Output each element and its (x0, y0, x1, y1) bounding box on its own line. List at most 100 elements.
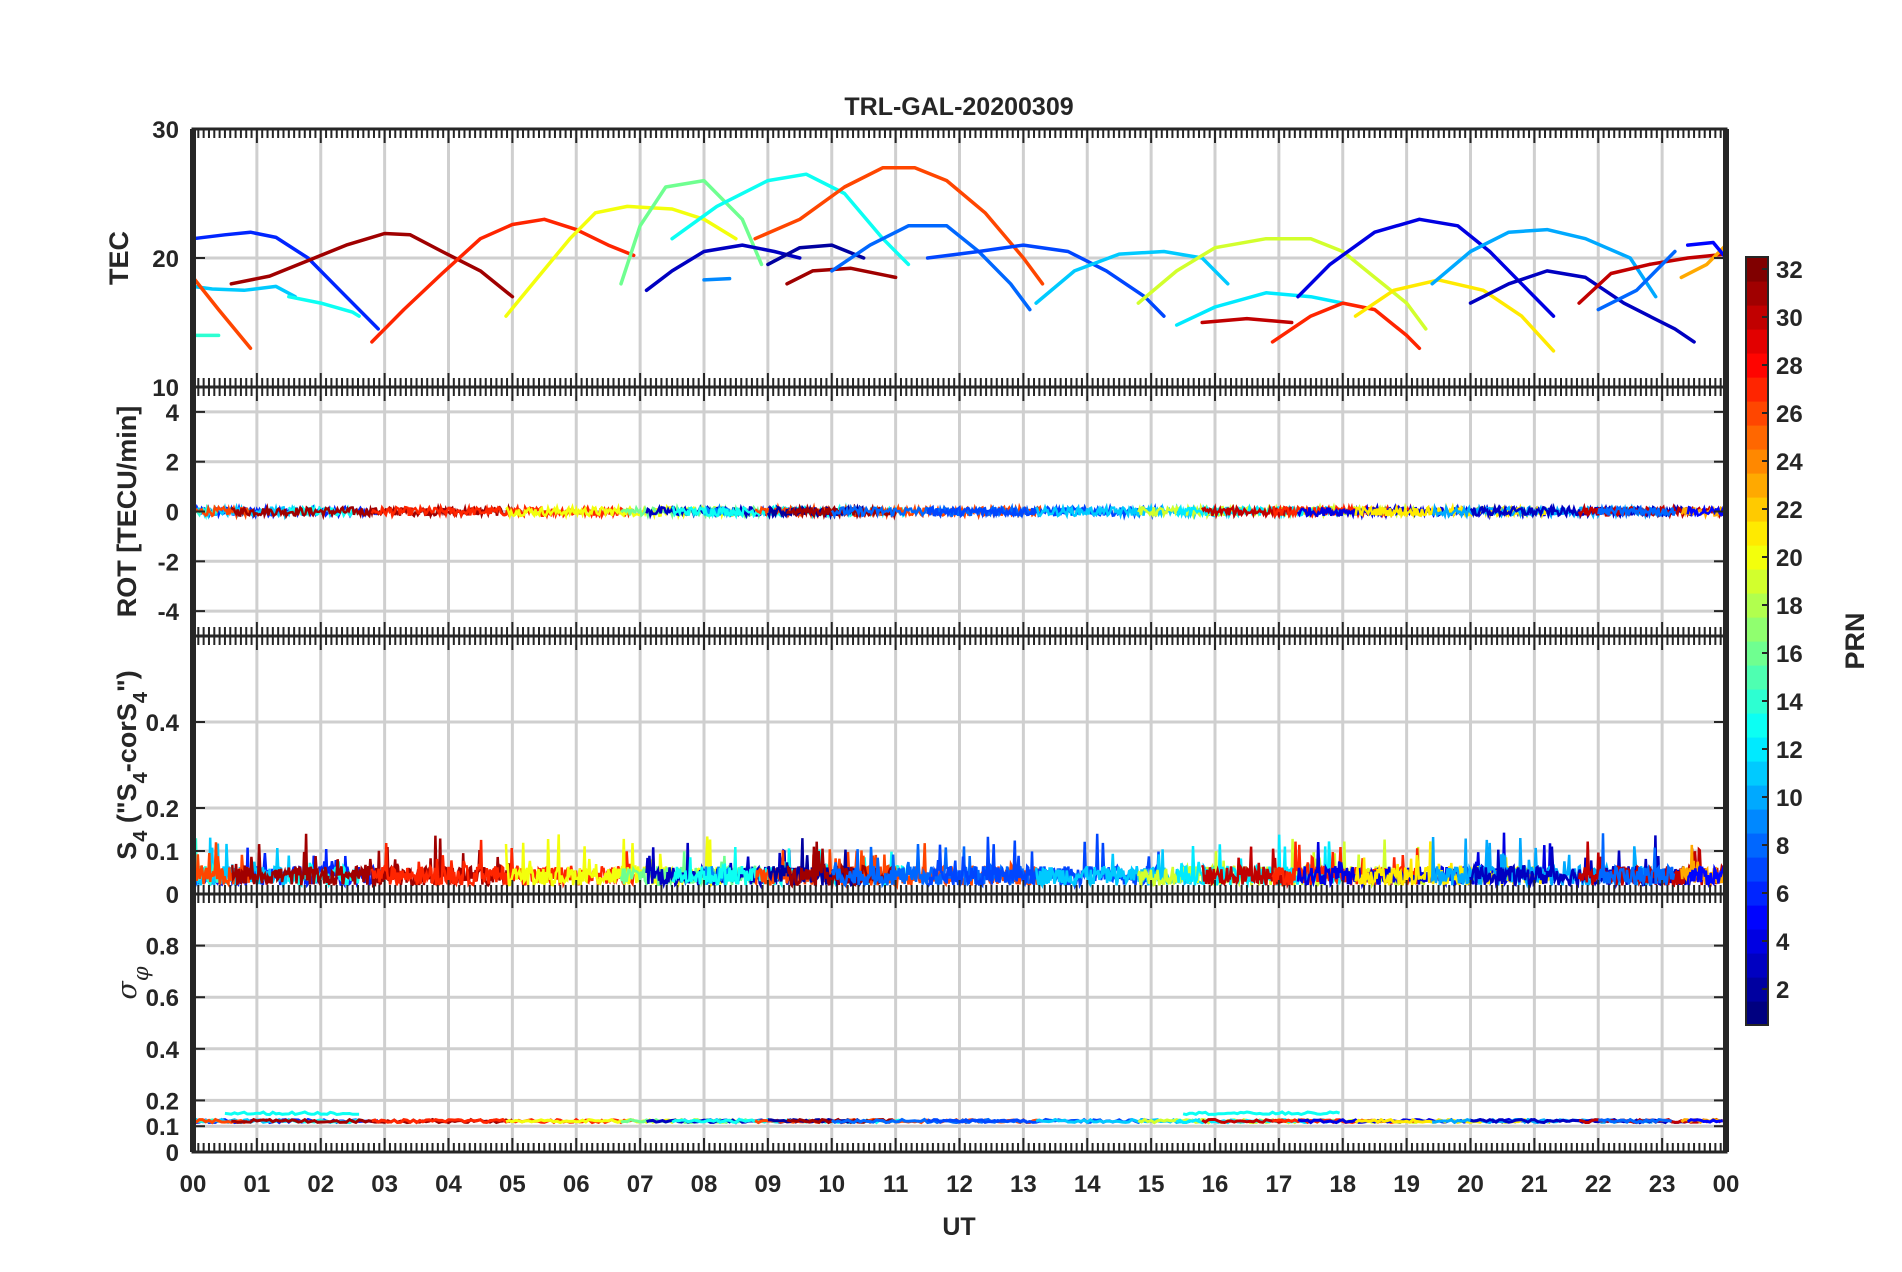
s4-series-prn-5 (1686, 863, 1727, 889)
colorbar-swatch (1746, 1001, 1768, 1026)
colorbar-tick-label: 8 (1776, 833, 1789, 860)
colorbar-swatch (1746, 761, 1768, 786)
x-tick-label: 05 (499, 1171, 526, 1198)
y-tick-label: 4 (166, 400, 180, 427)
colorbar-tick-label: 10 (1776, 785, 1803, 812)
tec-series-prn-11 (1034, 249, 1230, 305)
y-axis-label-sigma: σφ (112, 966, 153, 999)
colorbar-swatch (1746, 521, 1768, 546)
panel-s4: 0 0.1 0.2 0.4S4 ("S4-corS4") (112, 634, 1729, 909)
colorbar-swatch (1746, 545, 1768, 570)
colorbar-swatch (1746, 665, 1768, 690)
x-tick-label: 19 (1393, 1171, 1420, 1198)
x-tick-label: 10 (818, 1171, 845, 1198)
x-tick-label: 12 (946, 1171, 973, 1198)
x-ticks (192, 129, 1727, 387)
colorbar-swatch (1746, 785, 1768, 810)
colorbar-swatch (1746, 953, 1768, 978)
colorbar-swatch (1746, 281, 1768, 306)
colorbar-swatch (1746, 809, 1768, 834)
y-tick-label: 0.2 (146, 796, 179, 823)
sigma-series-prn-5 (1686, 1118, 1723, 1124)
tec-series-prn-8 (830, 224, 1032, 312)
tec-series-prn-3 (1468, 269, 1696, 344)
tec-series-prn-30 (1577, 252, 1728, 305)
colorbar-swatch (1746, 857, 1768, 882)
x-tick-label: 11 (883, 1171, 908, 1198)
y-tick-label: -2 (158, 549, 179, 576)
y-tick-label: 0.8 (146, 934, 179, 961)
y-tick-label: 0.6 (146, 985, 179, 1012)
x-tick-labels: 00 01 02 03 04 05 06 07 08 09 10 11 12 13 14 15 16 17 18 19… (180, 1171, 1740, 1198)
panel-rot-data (191, 502, 1728, 521)
tec-series-prn-16 (619, 178, 764, 286)
colorbar-swatch (1746, 401, 1768, 426)
tec-series-prn-8 (1596, 249, 1677, 312)
x-tick-label: 00 (180, 1171, 207, 1198)
x-tick-label: 09 (755, 1171, 782, 1198)
rot-series-prn-5 (1686, 504, 1728, 518)
s4-series-prn-27 (1271, 841, 1421, 887)
tec-series-prn-11 (191, 284, 297, 299)
y-tick-label: 0 (166, 882, 179, 909)
x-ticks (192, 894, 1727, 1152)
y-axis-label-tec: TEC (104, 231, 134, 285)
tec-series-prn-6 (191, 230, 380, 331)
colorbar-swatch (1746, 689, 1768, 714)
tec-series-prn-13 (287, 294, 361, 318)
colorbar-tick-label: 2 (1776, 977, 1789, 1004)
tec-series-prn-26 (753, 165, 1045, 286)
sigma-series-prn-8 (1598, 1117, 1672, 1125)
y-tick-label: 0.1 (146, 1114, 179, 1141)
s4-series-prn-8 (1597, 833, 1676, 888)
y-tick-label: 20 (152, 246, 179, 273)
panel-s4-data (191, 832, 1727, 891)
x-tick-label: 23 (1649, 1171, 1676, 1198)
colorbar-tick-label: 4 (1776, 929, 1790, 956)
colorbar-tick-label: 14 (1776, 689, 1803, 716)
tec-series-prn-2 (766, 243, 866, 267)
tec-series-prn-10 (1430, 227, 1658, 299)
panel-sigma_phi: 00.10.2 0.4 0.6 0.8 σφ (112, 892, 1729, 1167)
colorbar-swatch (1746, 977, 1768, 1002)
x-tick-label: 03 (371, 1171, 398, 1198)
colorbar-tick-label: 6 (1776, 881, 1789, 908)
panel-tec-data (191, 165, 1728, 353)
colorbar-swatch (1746, 497, 1768, 522)
x-tick-label: 14 (1074, 1171, 1101, 1198)
colorbar-tick-label: 16 (1776, 641, 1803, 668)
colorbar-swatch (1746, 905, 1768, 930)
s4-series-prn-31 (231, 833, 514, 889)
tec-series-prn-9 (702, 276, 732, 282)
tec-series-prn-3 (644, 243, 802, 293)
colorbar-swatch (1746, 305, 1768, 330)
colorbar-swatch (1746, 449, 1768, 474)
colorbar-swatch (1746, 425, 1768, 450)
y-tick-label: 0 (166, 1140, 179, 1167)
colorbar-swatch (1746, 377, 1768, 402)
tec-series-prn-27 (370, 217, 636, 344)
y-tick-label: 0.1 (146, 839, 179, 866)
x-tick-label: 08 (691, 1171, 718, 1198)
colorbar-swatch (1746, 713, 1768, 738)
x-tick-label: 20 (1457, 1171, 1484, 1198)
x-tick-label: 00 (1713, 1171, 1740, 1198)
x-tick-label: 01 (244, 1171, 271, 1198)
colorbar-label: PRN (1840, 612, 1870, 669)
y-axis-label-s4: S4 ("S4-corS4") (112, 670, 152, 860)
panel-sigma_phi-data (191, 1110, 1724, 1125)
x-tick-label: 06 (563, 1171, 590, 1198)
y-tick-label: 30 (152, 117, 179, 144)
colorbar-swatch (1746, 881, 1768, 906)
colorbar-tick-label: 32 (1776, 257, 1803, 284)
x-tick-label: 21 (1521, 1171, 1548, 1198)
colorbar-tick-label: 30 (1776, 305, 1803, 332)
y-tick-label: 0.2 (146, 1088, 179, 1115)
chart-title: TRL-GAL-20200309 (844, 93, 1073, 121)
x-tick-label: 15 (1138, 1171, 1165, 1198)
colorbar-tick-label: 24 (1776, 449, 1803, 476)
colorbar-tick-label: 20 (1776, 545, 1803, 572)
y-tick-label: 10 (152, 375, 179, 402)
colorbar-swatch (1746, 569, 1768, 594)
